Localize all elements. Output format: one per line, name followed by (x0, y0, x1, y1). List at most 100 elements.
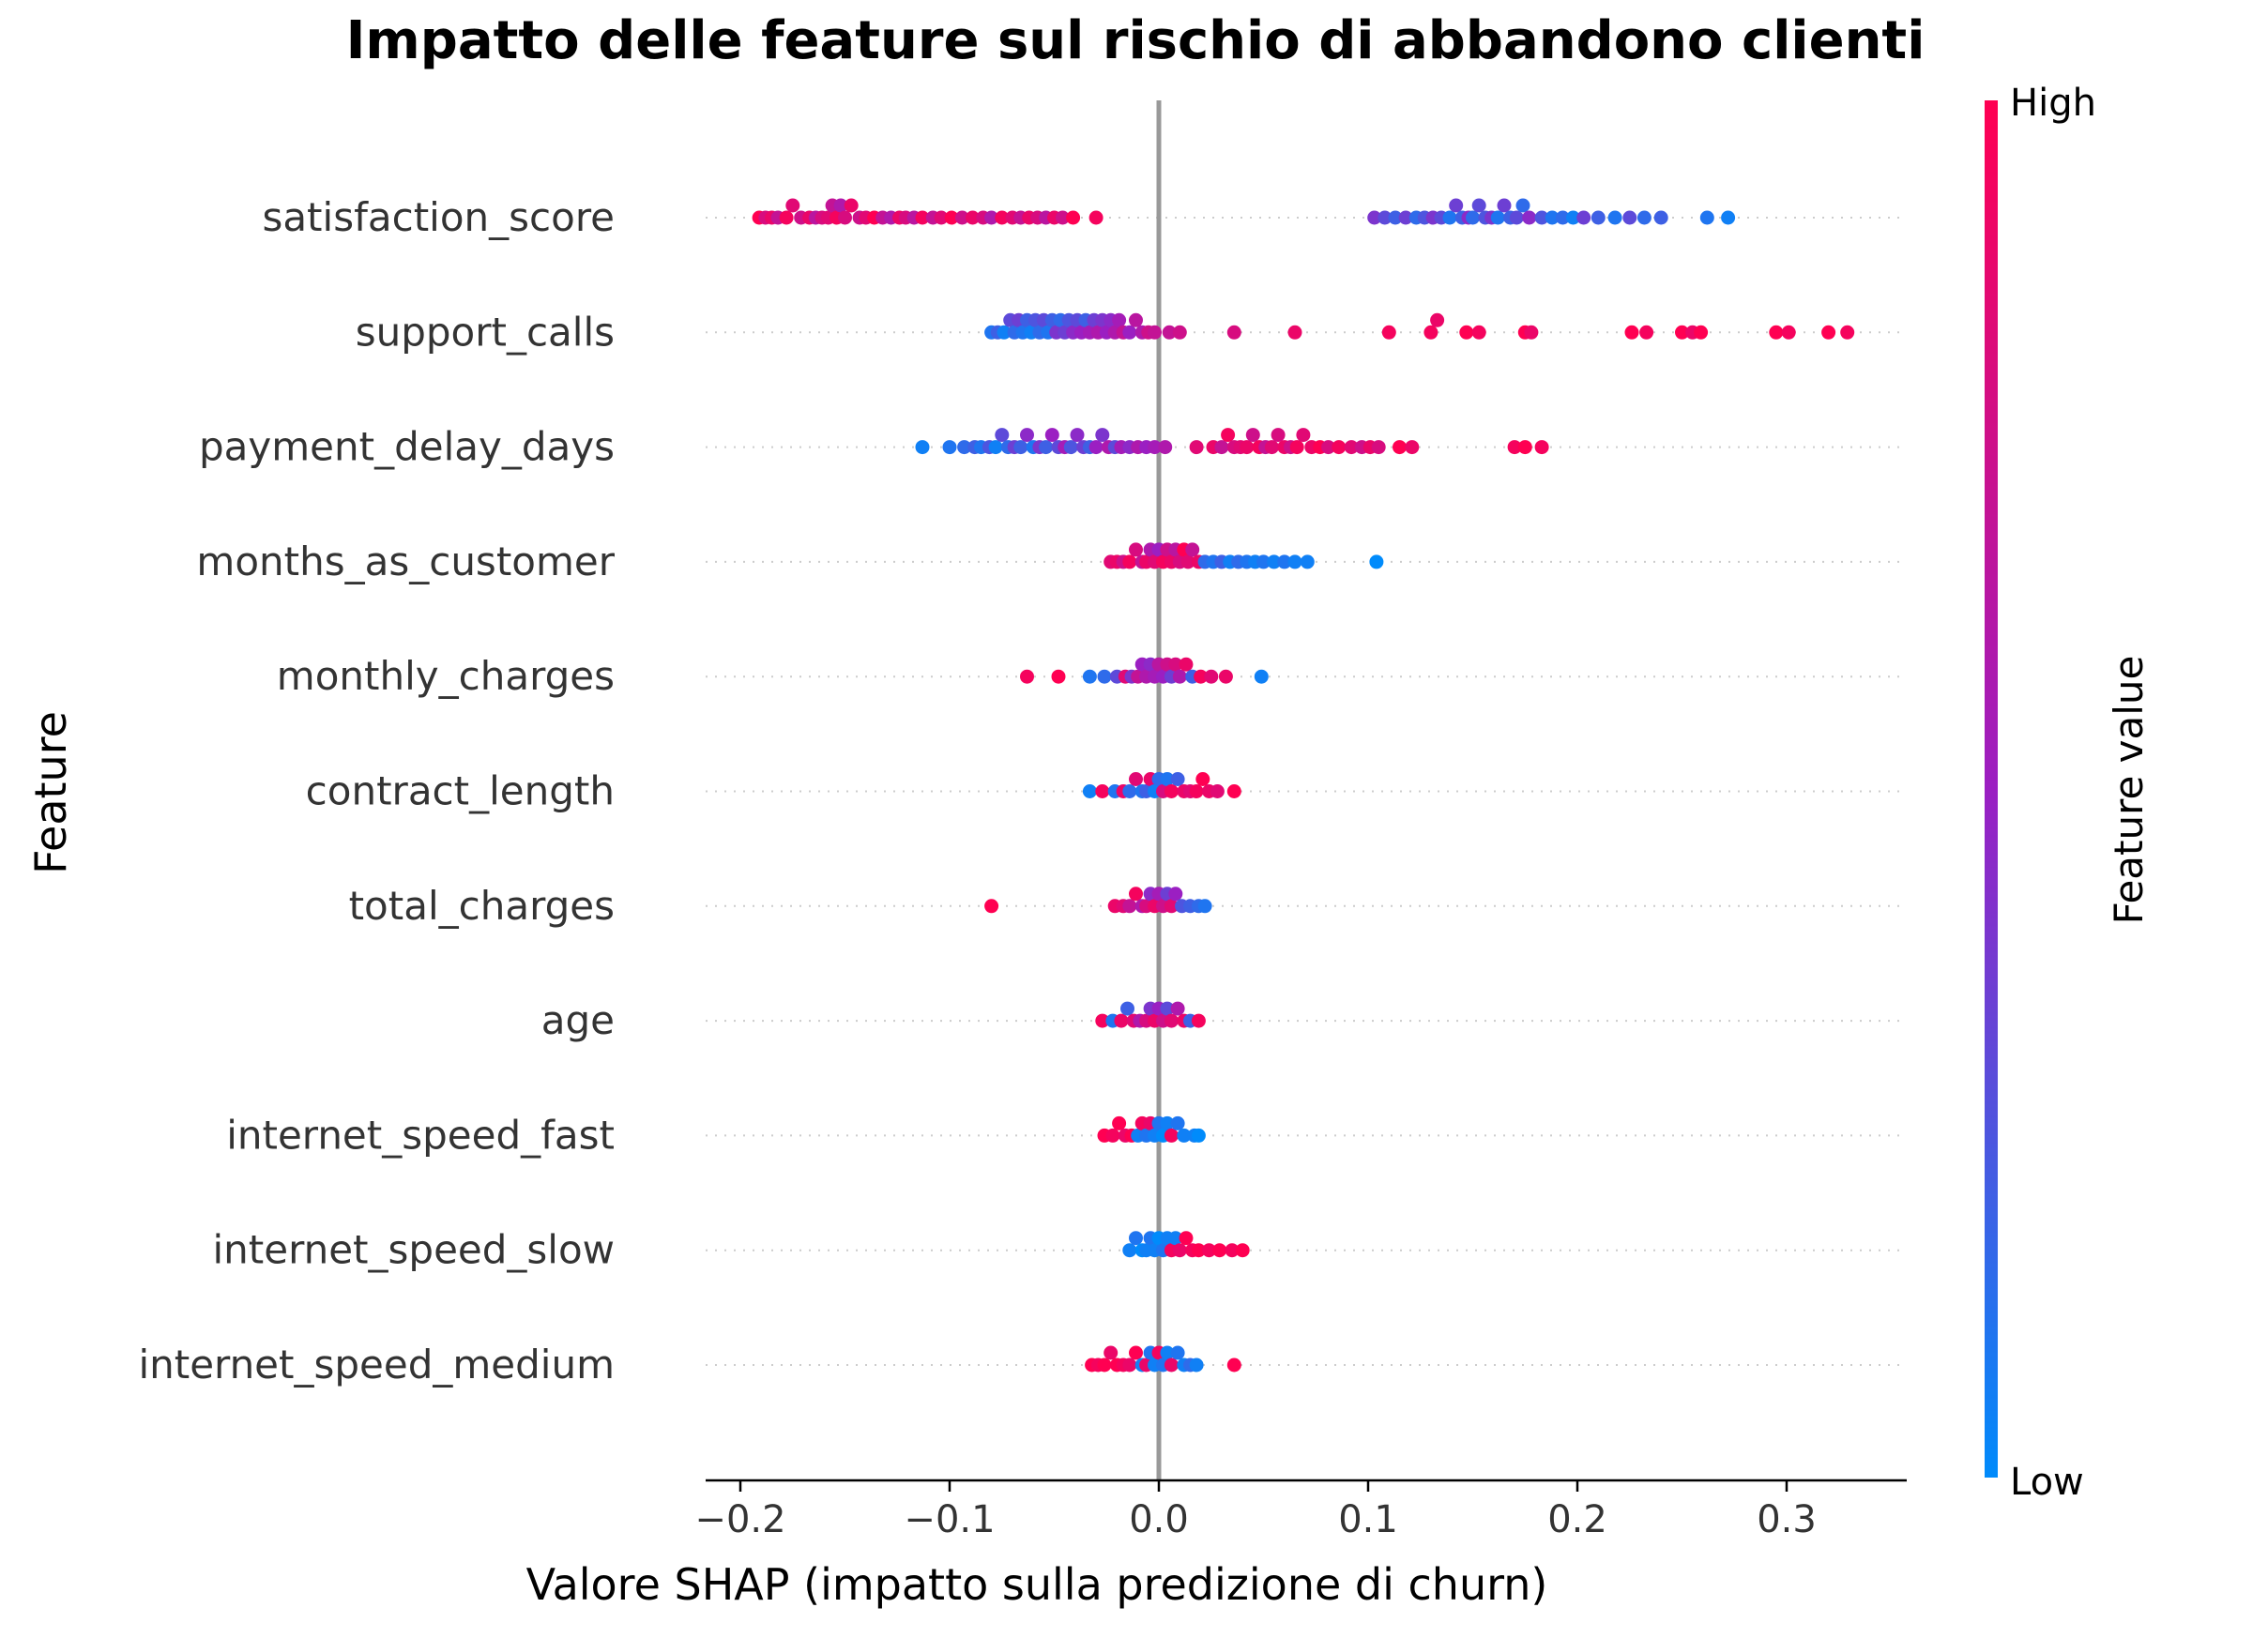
x-tick-label: −0.2 (694, 1498, 785, 1541)
shap-point (1122, 784, 1137, 798)
shap-point (1095, 428, 1110, 443)
shap-point (1694, 325, 1709, 340)
shap-point (1235, 1243, 1250, 1258)
shap-point (988, 440, 1003, 455)
feature-label: support_calls (356, 309, 615, 355)
shap-point (1490, 210, 1505, 225)
shap-point (1172, 669, 1187, 684)
shap-point (1122, 1243, 1137, 1258)
feature-label: contract_length (306, 768, 615, 814)
shap-point (1189, 784, 1204, 798)
shap-point (838, 210, 852, 225)
shap-point (1221, 428, 1236, 443)
x-axis-label: Valore SHAP (impatto sulla predizione di… (526, 1559, 1548, 1610)
feature-label: age (541, 997, 615, 1043)
feature-label: internet_speed_fast (226, 1112, 615, 1158)
shap-point (1522, 210, 1537, 225)
feature-label: internet_speed_slow (212, 1227, 615, 1273)
x-tick-label: 0.3 (1757, 1498, 1817, 1541)
shap-point (1160, 1001, 1175, 1016)
shap-point (1097, 669, 1112, 684)
shap-point (1240, 440, 1255, 455)
shap-point (1172, 1243, 1187, 1258)
shap-point (942, 440, 957, 455)
y-axis-label: Feature (25, 711, 76, 874)
shap-point (1277, 554, 1292, 569)
shap-point (997, 325, 1012, 340)
shap-point (984, 899, 999, 914)
shap-point (915, 440, 930, 455)
shap-point (785, 198, 800, 213)
shap-point (1164, 1357, 1179, 1373)
shap-point (1300, 554, 1315, 569)
shap-point (1466, 210, 1480, 225)
x-tick-label: 0.1 (1338, 1498, 1398, 1541)
shap-point (1082, 784, 1097, 798)
shap-point (1112, 312, 1127, 327)
feature-label: internet_speed_medium (138, 1342, 615, 1388)
shap-point (1534, 210, 1549, 225)
shap-point (944, 210, 959, 225)
x-tick-label: 0.0 (1129, 1498, 1189, 1541)
shap-point (1044, 428, 1059, 443)
shap-point (1095, 784, 1110, 798)
shap-point (1179, 657, 1194, 672)
shap-point (1245, 428, 1260, 443)
feature-labels: satisfaction_score support_calls payment_d… (138, 194, 615, 1388)
shap-point (1168, 887, 1183, 902)
shap-point (1371, 440, 1386, 455)
x-axis-ticks: −0.2 −0.1 0.0 0.1 0.2 0.3 (694, 1480, 1817, 1541)
shap-point (833, 198, 848, 213)
shap-point (1129, 887, 1143, 902)
shap-point (1367, 210, 1382, 225)
shap-point (1020, 428, 1034, 443)
shap-point (1122, 899, 1137, 914)
shap-point (1624, 325, 1639, 340)
shap-point (1459, 325, 1474, 340)
shap-point (1020, 669, 1034, 684)
chart-title: Impatto delle feature sul rischio di abb… (346, 10, 1926, 71)
shap-point (1381, 325, 1396, 340)
data-points (752, 198, 1855, 1373)
shap-point (1185, 542, 1200, 557)
shap-point (1507, 440, 1522, 455)
shap-point (1170, 1001, 1185, 1016)
shap-point (1120, 1001, 1134, 1016)
shap-point (1398, 210, 1413, 225)
shap-point (1781, 325, 1796, 340)
shap-point (1148, 440, 1162, 455)
feature-label: total_charges (349, 883, 615, 929)
shap-point (1164, 1013, 1179, 1028)
shap-point (1170, 1115, 1185, 1130)
shap-point (957, 440, 972, 455)
shap-point (1112, 1115, 1127, 1130)
shap-point (1095, 1013, 1110, 1028)
x-tick-label: −0.1 (904, 1498, 995, 1541)
shap-point (1013, 440, 1028, 455)
shap-point (1534, 440, 1549, 455)
shap-point (1194, 669, 1209, 684)
shap-point (954, 210, 969, 225)
shap-point (995, 210, 1010, 225)
shap-point (995, 428, 1010, 443)
shap-point (1226, 784, 1241, 798)
shap-point (1497, 198, 1512, 213)
shap-point (1344, 440, 1359, 455)
shap-point (1164, 1128, 1179, 1143)
shap-point (1082, 669, 1097, 684)
shap-point (1449, 198, 1464, 213)
shap-point (1675, 325, 1689, 340)
shap-point (1164, 784, 1179, 798)
shap-point (1088, 210, 1104, 225)
shap-point (1170, 772, 1185, 786)
shap-point (1515, 198, 1530, 213)
shap-point (1607, 210, 1622, 225)
shap-point (1158, 440, 1173, 455)
feature-label: monthly_charges (277, 653, 615, 699)
shap-point (1369, 554, 1384, 569)
shap-point (1566, 210, 1580, 225)
shap-point (1191, 1128, 1206, 1143)
shap-point (1287, 554, 1302, 569)
shap-point (966, 210, 980, 225)
shap-point (1177, 1128, 1192, 1143)
